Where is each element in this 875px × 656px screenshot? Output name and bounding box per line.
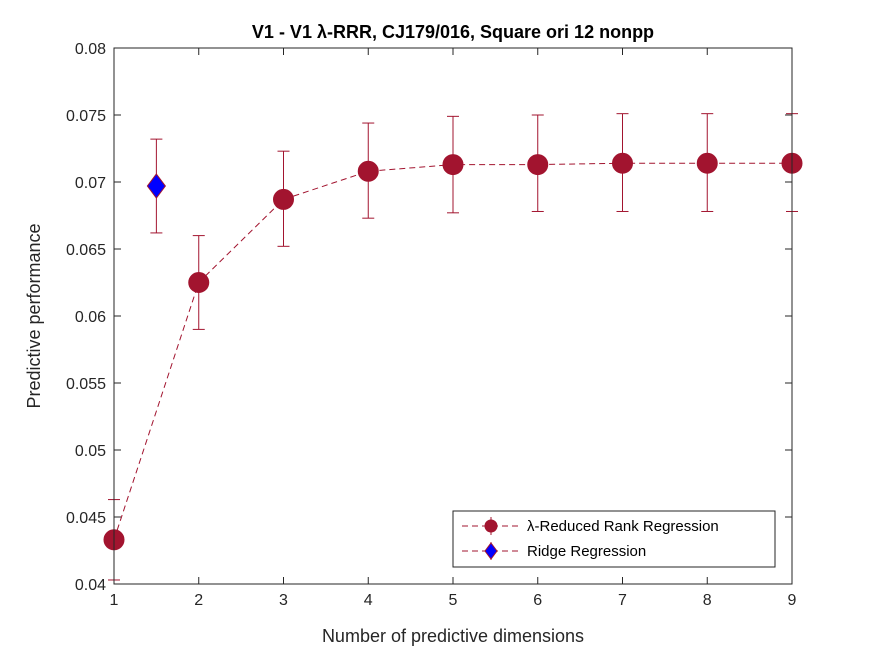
x-tick-label: 4	[364, 592, 373, 609]
y-tick-label: 0.065	[66, 242, 106, 259]
plot-frame	[113, 47, 793, 585]
y-tick-label: 0.08	[75, 41, 106, 58]
chart-title: V1 - V1 λ-RRR, CJ179/016, Square ori 12 …	[252, 22, 654, 42]
legend-marker	[484, 519, 498, 533]
data-point	[527, 154, 549, 176]
x-tick-label: 6	[533, 592, 542, 609]
x-tick-label: 1	[110, 592, 119, 609]
data-point	[442, 154, 464, 176]
x-tick-label: 8	[703, 592, 712, 609]
y-tick-label: 0.04	[75, 577, 106, 594]
data-point	[612, 152, 633, 174]
legend: λ-Reduced Rank Regression Ridge Regressio…	[452, 510, 776, 568]
x-tick-label: 2	[194, 592, 203, 609]
y-tick-label: 0.05	[75, 443, 106, 460]
data-point	[146, 173, 166, 199]
y-tick-label: 0.055	[66, 376, 106, 393]
y-tick-label: 0.06	[75, 309, 106, 326]
legend-label: λ-Reduced Rank Regression	[527, 518, 719, 535]
y-tick-label: 0.075	[66, 108, 106, 125]
x-tick-label: 5	[449, 592, 458, 609]
x-tick-label: 9	[788, 592, 797, 609]
legend-label: Ridge Regression	[527, 543, 646, 560]
y-axis-label: Predictive performance	[24, 223, 44, 408]
data-point	[273, 188, 294, 210]
data-point	[357, 160, 379, 182]
y-tick-label: 0.07	[75, 175, 106, 192]
x-axis-label: Number of predictive dimensions	[322, 626, 584, 646]
x-tick-label: 7	[618, 592, 627, 609]
data-point	[696, 152, 718, 174]
x-tick-label: 3	[279, 592, 288, 609]
data-point	[188, 272, 210, 293]
legend-box	[452, 510, 776, 568]
y-tick-label: 0.045	[66, 510, 106, 527]
legend-marker	[484, 542, 498, 560]
